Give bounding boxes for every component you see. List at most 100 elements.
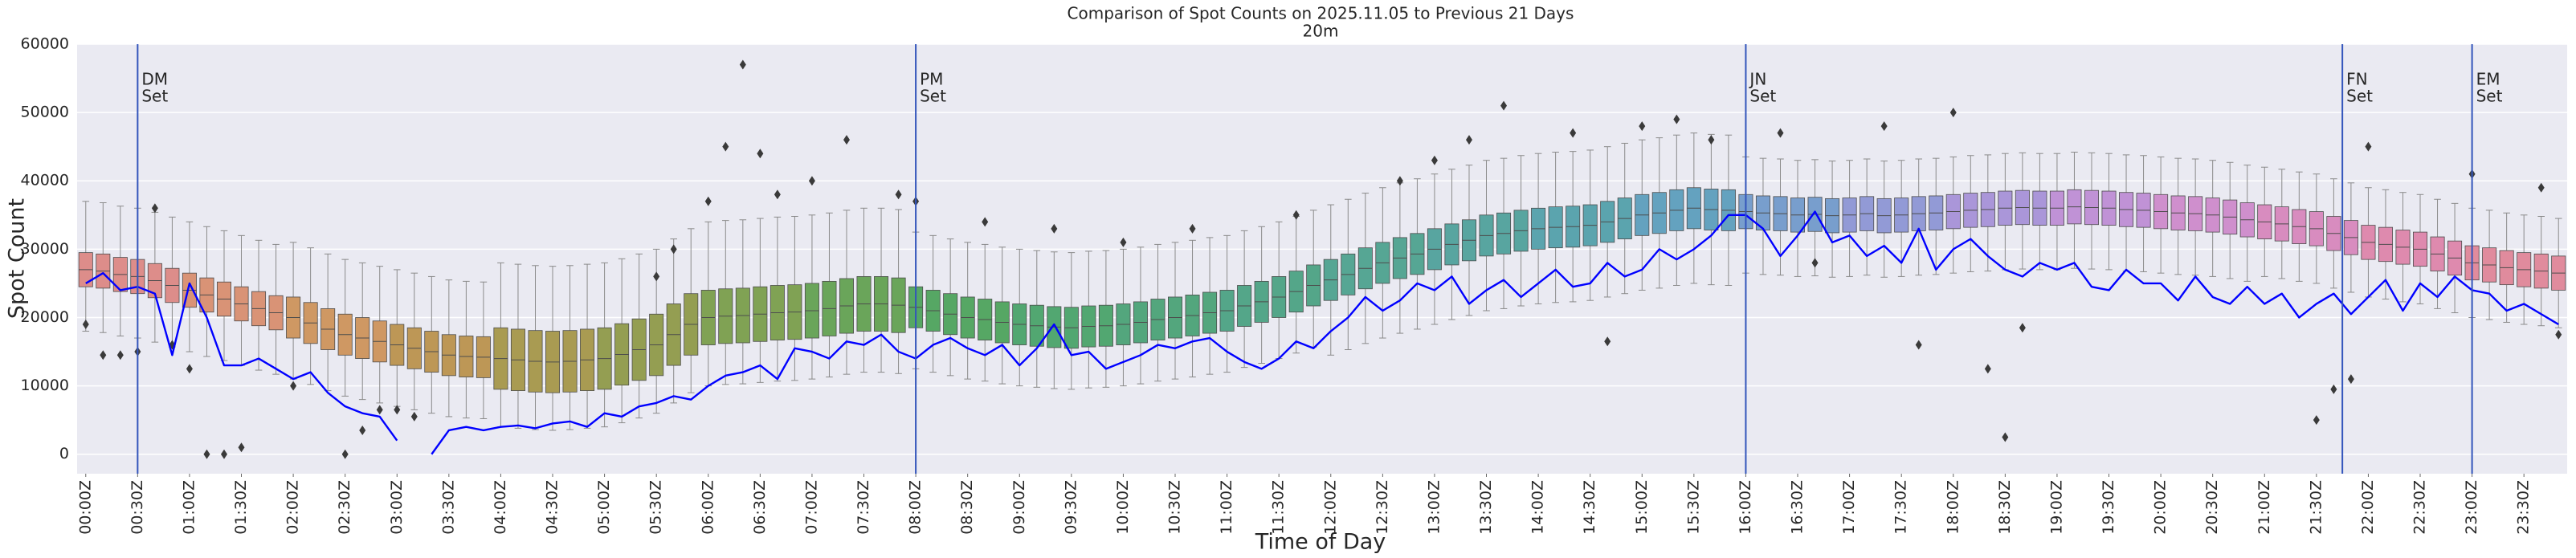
annotation-label: Set <box>2346 87 2373 106</box>
x-tick-label: 14:30Z <box>1581 480 1598 535</box>
annotation-label: PM <box>920 70 943 89</box>
x-tick-label: 12:00Z <box>1321 480 1339 535</box>
outlier <box>757 149 764 159</box>
x-tick-label: 15:00Z <box>1633 480 1651 535</box>
outlier <box>1120 237 1127 247</box>
x-tick-label: 10:00Z <box>1114 480 1132 535</box>
outlier <box>1396 176 1403 186</box>
x-tick-label: 23:30Z <box>2515 480 2533 535</box>
x-tick-label: 19:30Z <box>2100 480 2117 535</box>
x-tick-label: 08:30Z <box>958 480 976 535</box>
outlier <box>376 405 383 415</box>
outlier <box>410 411 418 422</box>
x-tick-label: 06:00Z <box>699 480 716 535</box>
chart-title: Comparison of Spot Counts on 2025.11.05 … <box>1068 4 1574 23</box>
outlier <box>1500 100 1508 111</box>
x-tick-label: 09:30Z <box>1062 480 1080 535</box>
outlier <box>1915 340 1922 350</box>
outlier <box>220 449 227 459</box>
x-tick-label: 01:30Z <box>232 480 250 535</box>
outlier <box>2347 374 2354 385</box>
outlier <box>151 203 158 214</box>
outlier <box>2555 329 2562 340</box>
x-tick-label: 08:00Z <box>907 480 925 535</box>
x-tick-label: 00:30Z <box>129 480 146 535</box>
x-tick-label: 02:00Z <box>284 480 302 535</box>
outlier <box>1292 210 1300 220</box>
outlier <box>843 135 850 145</box>
x-tick-label: 04:30Z <box>544 480 561 535</box>
outlier <box>1880 121 1888 132</box>
annotation-label: DM <box>141 70 168 89</box>
x-tick-label: 02:30Z <box>336 480 353 535</box>
x-tick-label: 21:00Z <box>2256 480 2273 535</box>
outlier <box>116 350 124 360</box>
x-tick-label: 13:30Z <box>1477 480 1495 535</box>
outlier <box>82 320 89 330</box>
x-tick-label: 11:00Z <box>1218 480 1235 535</box>
outlier <box>290 381 297 391</box>
plot-background <box>77 44 2567 474</box>
x-tick-label: 17:30Z <box>1892 480 1910 535</box>
outlier <box>895 189 902 200</box>
x-tick-label: 15:30Z <box>1684 480 1702 535</box>
annotation-label: EM <box>2476 70 2500 89</box>
outlier <box>2313 415 2320 426</box>
x-tick-label: 20:00Z <box>2152 480 2170 535</box>
outlier <box>1811 258 1819 268</box>
today-line <box>431 210 2559 455</box>
outlier <box>1570 128 1577 138</box>
outlier <box>394 405 401 415</box>
x-tick-label: 10:30Z <box>1166 480 1184 535</box>
outlier <box>808 176 815 186</box>
y-tick-label: 60000 <box>21 35 69 53</box>
outlier <box>1051 223 1058 234</box>
x-tick-label: 16:00Z <box>1737 480 1754 535</box>
outlier <box>1777 128 1784 138</box>
outlier <box>2330 384 2337 394</box>
outlier <box>1604 336 1611 347</box>
x-tick-label: 07:30Z <box>855 480 872 535</box>
outlier <box>1639 121 1646 132</box>
outlier <box>2537 182 2545 193</box>
x-tick-label: 04:00Z <box>492 480 509 535</box>
outlier <box>774 189 781 200</box>
x-tick-label: 18:30Z <box>1996 480 2014 535</box>
x-tick-label: 01:00Z <box>180 480 198 535</box>
outlier <box>739 59 746 70</box>
x-tick-label: 13:00Z <box>1425 480 1443 535</box>
outlier <box>359 425 366 435</box>
outlier <box>1673 114 1680 124</box>
annotation-label: FN <box>2346 70 2367 89</box>
outlier <box>100 350 107 360</box>
outlier <box>982 217 989 227</box>
x-tick-label: 06:30Z <box>751 480 769 535</box>
annotation-label: Set <box>141 87 168 106</box>
y-tick-label: 40000 <box>21 172 69 189</box>
annotation-label: Set <box>920 87 946 106</box>
outlier <box>203 449 210 459</box>
x-tick-label: 20:30Z <box>2203 480 2221 535</box>
x-tick-label: 23:00Z <box>2463 480 2480 535</box>
x-tick-label: 18:00Z <box>1944 480 1962 535</box>
x-tick-label: 12:30Z <box>1374 480 1391 535</box>
y-tick-label: 10000 <box>21 377 69 394</box>
x-tick-label: 17:00Z <box>1840 480 1858 535</box>
annotation-label: JN <box>1748 70 1766 89</box>
x-tick-label: 16:30Z <box>1789 480 1806 535</box>
y-tick-label: 0 <box>59 445 69 462</box>
x-tick-label: 07:00Z <box>802 480 820 535</box>
y-tick-label: 50000 <box>21 104 69 121</box>
outlier <box>1431 155 1438 165</box>
outlier <box>1984 364 1991 374</box>
y-tick-label: 30000 <box>21 240 69 258</box>
outlier <box>704 196 712 206</box>
outlier <box>2365 141 2372 152</box>
x-tick-label: 11:30Z <box>1270 480 1288 535</box>
x-axis-label: Time of Day <box>1255 530 1386 555</box>
x-tick-label: 03:00Z <box>388 480 406 535</box>
outlier <box>238 442 245 453</box>
outlier <box>2002 432 2009 442</box>
outlier <box>653 271 660 282</box>
